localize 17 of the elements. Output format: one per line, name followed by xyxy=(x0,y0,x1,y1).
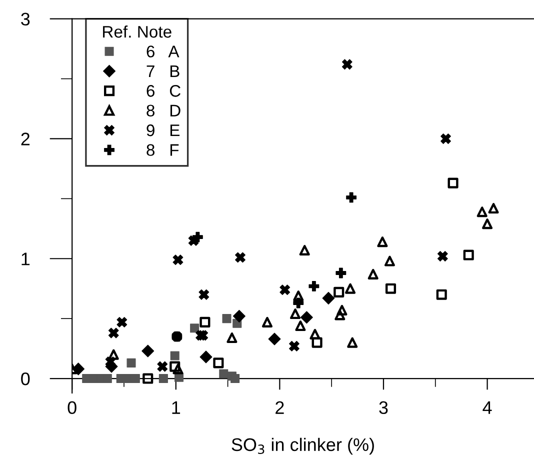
x-tick-label: 1 xyxy=(172,401,180,414)
legend-label: 6 A xyxy=(146,46,180,58)
x-tick-label: 4 xyxy=(482,401,492,414)
y-tick-label: 3 xyxy=(21,12,30,26)
legend-label: 8 D xyxy=(146,104,180,117)
legend-title: Ref. Note xyxy=(103,25,172,38)
legend-label: 7 B xyxy=(146,65,180,77)
y-tick-label: 1 xyxy=(22,252,30,266)
legend-label: 6 C xyxy=(146,85,181,97)
y-tick-label: 2 xyxy=(21,132,30,146)
x-tick-label: 2 xyxy=(276,401,284,414)
x-tick-label: 0 xyxy=(68,401,76,414)
legend-label: 8 F xyxy=(146,144,179,156)
x-tick-label: 3 xyxy=(379,401,388,414)
x-axis-title: SO$_{3}$ in clinker (%) xyxy=(232,438,374,455)
legend-label: 9 E xyxy=(146,124,180,136)
y-tick-label: 0 xyxy=(21,372,30,386)
